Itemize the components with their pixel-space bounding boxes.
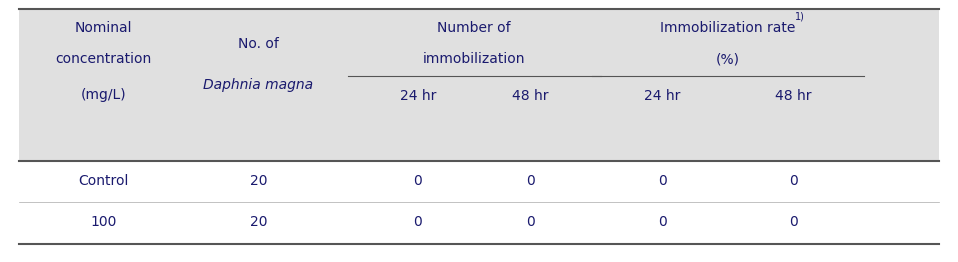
Text: 20: 20 <box>250 174 267 188</box>
FancyBboxPatch shape <box>19 8 939 162</box>
Text: Nominal: Nominal <box>75 21 132 35</box>
Text: 48 hr: 48 hr <box>775 89 811 103</box>
Text: 0: 0 <box>414 215 422 229</box>
Text: 0: 0 <box>414 174 422 188</box>
Text: 24 hr: 24 hr <box>644 89 680 103</box>
Text: 100: 100 <box>90 215 117 229</box>
Text: 0: 0 <box>658 215 667 229</box>
Text: (%): (%) <box>716 52 740 66</box>
Text: (mg/L): (mg/L) <box>80 88 126 102</box>
Text: 20: 20 <box>250 215 267 229</box>
Text: 48 hr: 48 hr <box>513 89 549 103</box>
Text: 0: 0 <box>789 215 798 229</box>
Text: Number of: Number of <box>438 21 512 35</box>
Text: immobilization: immobilization <box>423 52 526 66</box>
Text: No. of: No. of <box>238 37 279 51</box>
Text: 0: 0 <box>526 174 535 188</box>
Text: 0: 0 <box>658 174 667 188</box>
Text: concentration: concentration <box>56 52 151 66</box>
Text: 24 hr: 24 hr <box>399 89 436 103</box>
Text: Control: Control <box>79 174 128 188</box>
Text: 0: 0 <box>789 174 798 188</box>
Text: Immobilization rate: Immobilization rate <box>660 21 795 35</box>
Text: Daphnia magna: Daphnia magna <box>203 78 313 92</box>
Text: 0: 0 <box>526 215 535 229</box>
Text: 1): 1) <box>795 12 805 22</box>
